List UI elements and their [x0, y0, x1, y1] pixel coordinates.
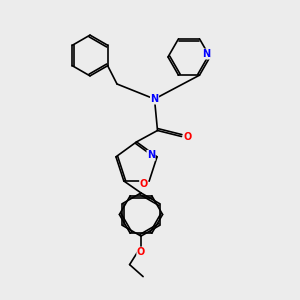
- Text: O: O: [140, 179, 148, 189]
- Text: N: N: [150, 94, 159, 104]
- Text: N: N: [202, 49, 211, 59]
- Text: N: N: [147, 150, 155, 160]
- Text: O: O: [137, 247, 145, 257]
- Text: O: O: [183, 131, 192, 142]
